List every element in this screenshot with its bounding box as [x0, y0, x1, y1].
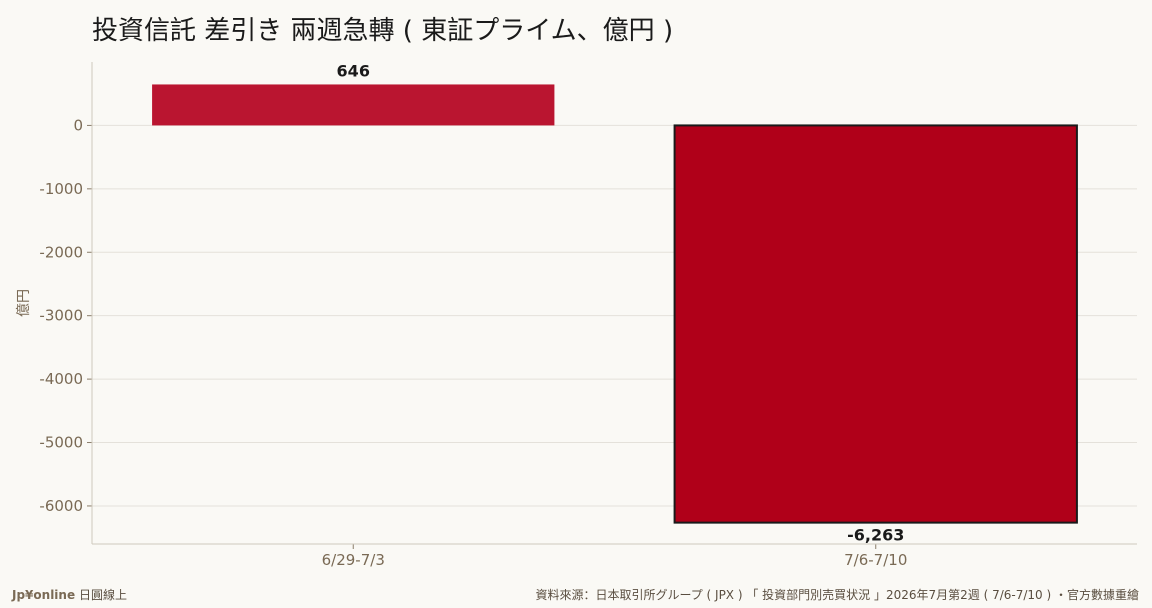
x-tick-label: 7/6-7/10 — [844, 551, 907, 569]
brand-logo-text: Jp¥online — [12, 588, 76, 602]
y-tick-label: -3000 — [39, 307, 83, 325]
footer-brand: Jp¥online 日圓線上 — [12, 586, 127, 603]
y-tick-label: -1000 — [39, 180, 83, 198]
y-tick-label: -6000 — [39, 497, 83, 515]
bar-value-label: 646 — [337, 61, 370, 80]
brand-suffix: 日圓線上 — [78, 588, 127, 602]
bar-6/29-7/3 — [152, 84, 555, 126]
value-labels: 646 -6,263 — [337, 61, 905, 544]
y-tick-label: -2000 — [39, 243, 83, 261]
bar-7/6-7/10 — [673, 124, 1078, 524]
chart-title: 投資信託 差引き 兩週急轉 ( 東証プライム、億円 ) — [92, 16, 674, 46]
x-axis-ticks: 6/29-7/3 7/6-7/10 — [322, 544, 907, 569]
bar-value-label: -6,263 — [847, 526, 904, 545]
y-axis-label: 億円 — [16, 289, 32, 317]
y-tick-label: 0 — [73, 116, 83, 134]
source-note: 資料來源：日本取引所グループ ( JPX ) 「 投資部門別売買状況 」2026… — [535, 588, 1139, 602]
y-tick-label: -4000 — [39, 370, 83, 388]
y-axis-ticks: 0 -1000 -2000 -3000 -4000 -5000 -6000 — [39, 116, 92, 515]
y-tick-label: -5000 — [39, 434, 83, 452]
bars — [152, 84, 1078, 524]
x-tick-label: 6/29-7/3 — [322, 551, 385, 569]
